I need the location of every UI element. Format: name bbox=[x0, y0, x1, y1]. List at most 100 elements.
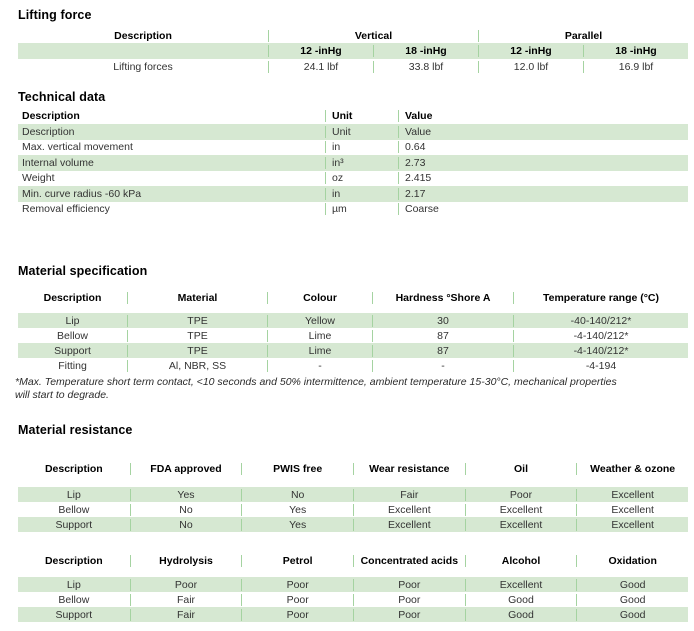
table-row: Removal efficiency µm Coarse bbox=[18, 202, 688, 218]
table-cell: Bellow bbox=[58, 593, 90, 606]
table-row: Support TPE Lime 87 -4-140/212* bbox=[18, 343, 688, 358]
table-cell: Poor bbox=[352, 608, 465, 621]
table-cell: - bbox=[372, 359, 513, 372]
table-cell: Good bbox=[464, 608, 577, 621]
column-header: 12 -inHg bbox=[268, 45, 373, 57]
section-title: Lifting force bbox=[18, 8, 92, 22]
table-cell: TPE bbox=[127, 344, 267, 357]
table-cell: Good bbox=[576, 593, 688, 606]
table-header-row: Description FDA approved PWIS free Wear … bbox=[18, 450, 688, 487]
table-cell: Excellent bbox=[464, 503, 577, 516]
table-cell: Al, NBR, SS bbox=[127, 359, 267, 372]
table-cell: Good bbox=[464, 593, 577, 606]
table-cell: -4-140/212* bbox=[513, 344, 688, 357]
column-header: Description bbox=[22, 110, 80, 122]
column-header: 18 -inHg bbox=[583, 45, 688, 57]
table-row: Fitting Al, NBR, SS - - -4-194 bbox=[18, 358, 688, 373]
table-cell: Support bbox=[55, 608, 93, 621]
table-row: Bellow TPE Lime 87 -4-140/212* bbox=[18, 328, 688, 343]
table-cell: 2.17 bbox=[398, 187, 688, 200]
section-title: Technical data bbox=[18, 90, 106, 104]
table-cell: in bbox=[325, 141, 398, 154]
table-cell: Bellow bbox=[58, 503, 90, 516]
column-header: Unit bbox=[325, 110, 398, 122]
table-cell: oz bbox=[325, 172, 398, 185]
column-header: Temperature range (°C) bbox=[513, 292, 688, 304]
table-cell: Lime bbox=[267, 329, 372, 342]
table-cell: 0.64 bbox=[398, 141, 688, 154]
column-header: Alcohol bbox=[464, 554, 577, 567]
table-row: Max. vertical movement in 0.64 bbox=[18, 140, 688, 156]
table-subheader-row: 12 -inHg 18 -inHg 12 -inHg 18 -inHg bbox=[18, 43, 688, 59]
table-cell: Removal efficiency bbox=[22, 203, 110, 216]
table-cell: Max. vertical movement bbox=[22, 141, 133, 154]
table-cell: 30 bbox=[372, 314, 513, 327]
table-row: Description Unit Value bbox=[18, 124, 688, 140]
column-header: Wear resistance bbox=[352, 462, 465, 475]
table-cell: -4-194 bbox=[513, 359, 688, 372]
table-cell: Fair bbox=[129, 593, 242, 606]
table-row: Lip Yes No Fair Poor Excellent bbox=[18, 487, 688, 502]
column-header: Weather & ozone bbox=[576, 462, 688, 475]
table-cell: Yes bbox=[241, 503, 353, 516]
table-cell: No bbox=[129, 518, 242, 531]
table-row: Lip Poor Poor Poor Excellent Good bbox=[18, 577, 688, 592]
table-cell: Excellent bbox=[576, 503, 688, 516]
table-cell: Poor bbox=[241, 608, 353, 621]
table-cell: Unit bbox=[325, 125, 398, 138]
table-row: Min. curve radius -60 kPa in 2.17 bbox=[18, 186, 688, 202]
table-cell: TPE bbox=[127, 329, 267, 342]
group-header: Vertical bbox=[268, 29, 478, 42]
table-cell: Excellent bbox=[576, 488, 688, 501]
column-header: Hydrolysis bbox=[129, 554, 242, 567]
group-header: Description bbox=[114, 29, 172, 42]
column-header: Description bbox=[44, 462, 103, 475]
table-cell: -4-140/212* bbox=[513, 329, 688, 342]
table-cell: No bbox=[129, 503, 242, 516]
lifting-force-table: Description Vertical Parallel 12 -inHg 1… bbox=[18, 28, 688, 75]
table-row: Lip TPE Yellow 30 -40-140/212* bbox=[18, 313, 688, 328]
table-cell: Lip bbox=[65, 314, 80, 327]
table-cell: Poor bbox=[241, 593, 353, 606]
table-cell: Poor bbox=[352, 593, 465, 606]
table-cell: Good bbox=[576, 578, 688, 591]
table-cell: -40-140/212* bbox=[513, 314, 688, 327]
column-header: PWIS free bbox=[241, 462, 353, 475]
table-cell: Poor bbox=[241, 578, 353, 591]
table-cell: Lip bbox=[66, 578, 81, 591]
group-header: Parallel bbox=[478, 29, 688, 42]
table-cell: Excellent bbox=[464, 518, 577, 531]
column-header: Description bbox=[44, 554, 103, 567]
table-cell: Value bbox=[398, 125, 688, 138]
table-cell: 2.73 bbox=[398, 156, 688, 169]
table-cell: Lifting forces bbox=[113, 61, 173, 73]
table-cell: Coarse bbox=[398, 203, 688, 216]
table-cell: No bbox=[241, 488, 353, 501]
section-lifting-force: Lifting force Description Vertical Paral… bbox=[0, 8, 694, 75]
section-title: Material resistance bbox=[18, 423, 133, 437]
material-resistance-table-2: Description Hydrolysis Petrol Concentrat… bbox=[18, 544, 688, 622]
table-cell: Yellow bbox=[267, 314, 372, 327]
section-material-resistance: Material resistance Description FDA appr… bbox=[0, 423, 694, 622]
table-cell: TPE bbox=[127, 314, 267, 327]
table-cell: Yes bbox=[129, 488, 242, 501]
table-cell: Support bbox=[55, 518, 93, 531]
table-cell: Support bbox=[54, 344, 91, 357]
column-header: Petrol bbox=[241, 554, 353, 567]
column-header: Material bbox=[127, 292, 267, 304]
table-cell: 87 bbox=[372, 329, 513, 342]
section-technical-data: Technical data Description Unit Value De… bbox=[0, 90, 694, 217]
table-cell: 33.8 lbf bbox=[373, 61, 478, 73]
table-row: Support No Yes Excellent Excellent Excel… bbox=[18, 517, 688, 532]
material-specification-table: Description Material Colour Hardness °Sh… bbox=[18, 283, 688, 373]
table-header-row: Description Unit Value bbox=[18, 108, 688, 124]
table-cell: Fair bbox=[129, 608, 242, 621]
table-row: Bellow Fair Poor Poor Good Good bbox=[18, 592, 688, 607]
table-cell: Bellow bbox=[57, 329, 88, 342]
table-cell: µm bbox=[325, 203, 398, 216]
table-cell: 24.1 lbf bbox=[268, 61, 373, 73]
column-header: Oil bbox=[464, 462, 577, 475]
table-header-row: Description Hydrolysis Petrol Concentrat… bbox=[18, 544, 688, 577]
table-cell: Fair bbox=[352, 488, 465, 501]
